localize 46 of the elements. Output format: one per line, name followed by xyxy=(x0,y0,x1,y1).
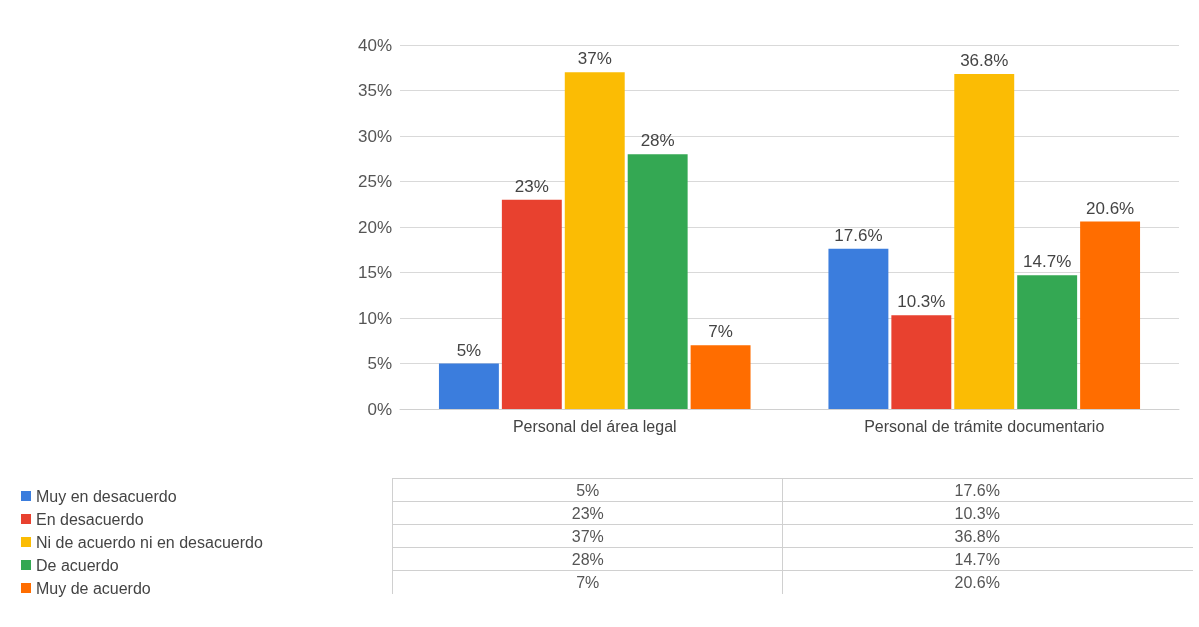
legend-label: Muy de acuerdo xyxy=(36,579,151,597)
bar xyxy=(1017,275,1078,409)
text: 36.8% xyxy=(960,51,1009,71)
bar xyxy=(954,74,1015,409)
text: 37% xyxy=(577,49,612,69)
text: 10.3% xyxy=(897,292,946,312)
data-label: 20.6% xyxy=(781,571,1172,594)
text: 20.6% xyxy=(1085,198,1135,218)
data-label: 37% xyxy=(392,525,783,548)
data-label: 23% xyxy=(392,502,783,525)
data-label: 17.6% xyxy=(781,479,1172,502)
data-label: 10.3% xyxy=(781,502,1172,525)
bar xyxy=(891,315,952,409)
x-tick-label: Personal del área legal xyxy=(512,417,677,435)
bar xyxy=(1080,221,1141,409)
y-tick-label: 40% xyxy=(357,35,392,55)
legend-label: De acuerdo xyxy=(36,556,119,574)
bar xyxy=(438,363,499,409)
y-tick-label: 10% xyxy=(357,308,392,328)
y-tick-label: 5% xyxy=(367,354,392,373)
text: 7% xyxy=(708,322,733,342)
bar xyxy=(627,154,688,409)
data-label: 14.7% xyxy=(781,548,1172,571)
text: 23% xyxy=(514,176,549,196)
data-label: 7% xyxy=(392,571,783,594)
data-label: 36.8% xyxy=(781,525,1172,548)
y-tick-label: 35% xyxy=(357,81,392,100)
y-tick-label: 0% xyxy=(367,399,392,419)
text: 17.6% xyxy=(834,225,883,245)
y-tick-label: 30% xyxy=(357,126,392,146)
legend-label: En desacuerdo xyxy=(36,510,144,528)
legend-label: Ni de acuerdo ni en desacuerdo xyxy=(36,533,263,551)
legend-label: Muy en desacuerdo xyxy=(36,487,177,505)
bar xyxy=(828,248,889,409)
y-tick-label: 25% xyxy=(357,172,392,191)
x-tick-label: Personal de trámite documentario xyxy=(864,417,1105,435)
text: 28% xyxy=(640,131,675,151)
bar xyxy=(690,345,751,409)
text: 5% xyxy=(456,340,482,360)
y-tick-label: 20% xyxy=(357,217,392,237)
y-tick-label: 15% xyxy=(357,263,392,282)
data-label: 5% xyxy=(392,479,783,502)
bar xyxy=(501,199,562,409)
text: 14.7% xyxy=(1023,252,1072,272)
data-label: 28% xyxy=(392,548,783,571)
bar xyxy=(564,72,625,409)
